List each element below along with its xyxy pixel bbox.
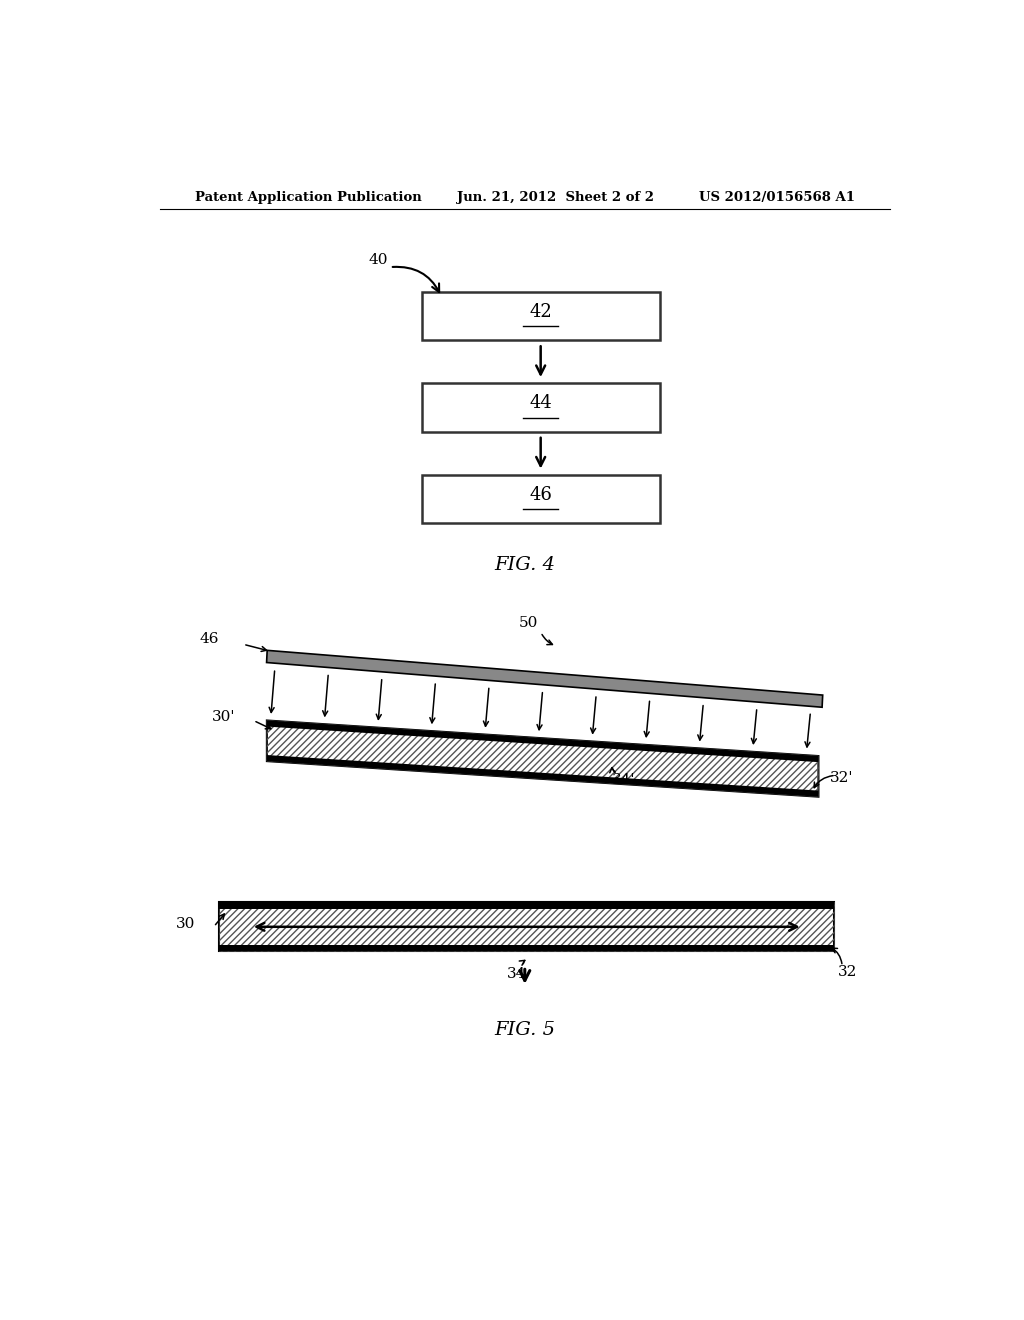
Text: 44: 44 [529, 395, 552, 412]
Text: 46: 46 [200, 632, 219, 647]
Bar [219, 903, 835, 908]
Text: 34': 34' [612, 774, 636, 788]
Text: 32': 32' [830, 771, 854, 785]
Bar [219, 945, 835, 952]
Text: FIG. 5: FIG. 5 [495, 1022, 555, 1039]
Polygon shape [266, 651, 822, 708]
Text: FIG. 4: FIG. 4 [495, 556, 555, 574]
Text: Jun. 21, 2012  Sheet 2 of 2: Jun. 21, 2012 Sheet 2 of 2 [458, 190, 654, 203]
Text: 46: 46 [529, 486, 552, 504]
Text: Patent Application Publication: Patent Application Publication [196, 190, 422, 203]
Text: 40: 40 [369, 253, 388, 267]
Polygon shape [267, 755, 818, 797]
Text: 32: 32 [839, 965, 858, 978]
Text: 30': 30' [212, 710, 236, 725]
Text: US 2012/0156568 A1: US 2012/0156568 A1 [699, 190, 855, 203]
Polygon shape [267, 721, 818, 762]
Bar [422, 474, 659, 523]
Polygon shape [267, 721, 818, 797]
Bar [219, 903, 835, 952]
Text: 34: 34 [507, 966, 526, 981]
Bar [422, 383, 659, 432]
Text: 42: 42 [529, 302, 552, 321]
Text: 30: 30 [176, 917, 196, 931]
Bar [422, 292, 659, 341]
Bar [219, 903, 835, 952]
Text: 50: 50 [519, 616, 539, 630]
